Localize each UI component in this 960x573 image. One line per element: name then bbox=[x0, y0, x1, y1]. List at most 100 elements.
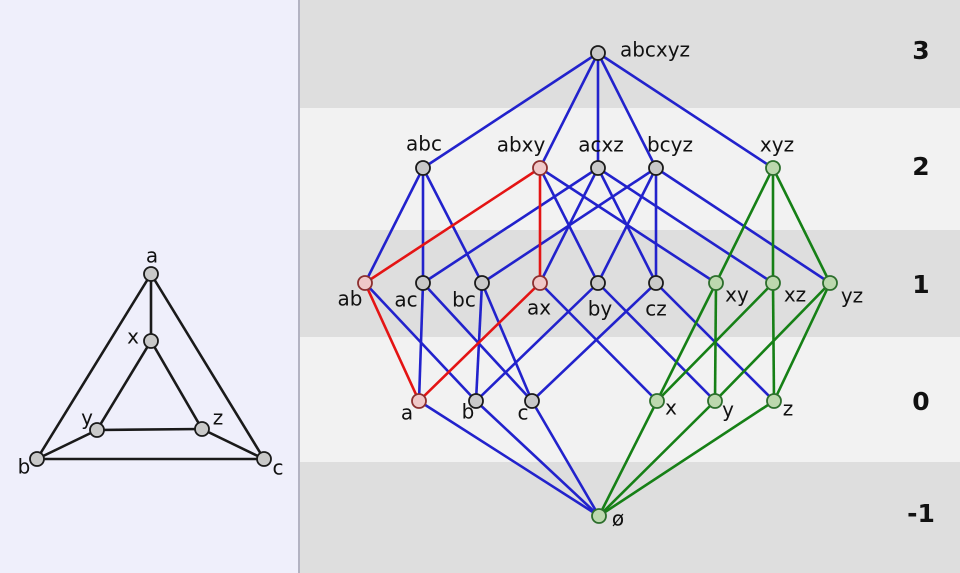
complex-node-y bbox=[89, 422, 105, 438]
complex-node-a bbox=[143, 266, 159, 282]
hasse-edge-ac-a bbox=[417, 282, 425, 402]
level-label-2: 2 bbox=[912, 152, 929, 181]
hasse-node-ax bbox=[532, 275, 548, 291]
hasse-node-bcyz bbox=[648, 160, 664, 176]
hasse-edge-abcxyz-abc bbox=[422, 51, 599, 170]
hasse-edge-yz-z bbox=[772, 282, 832, 402]
level-label-1: 1 bbox=[912, 270, 929, 299]
hasse-node-c bbox=[524, 393, 540, 409]
complex-label-c: c bbox=[273, 456, 284, 480]
hasse-edge-abcxyz-xyz bbox=[597, 51, 774, 170]
hasse-edge-z-empty bbox=[598, 399, 775, 518]
hasse-edge-acxz-ac bbox=[422, 166, 599, 285]
hasse-edge-bcyz-by bbox=[596, 167, 658, 284]
hasse-edge-bcyz-yz bbox=[655, 166, 831, 285]
level-label-0: 0 bbox=[912, 387, 929, 416]
complex-label-a: a bbox=[146, 244, 158, 268]
hasse-edge-c-empty bbox=[530, 400, 601, 517]
hasse-label-c: c bbox=[518, 401, 529, 425]
hasse-node-ab bbox=[357, 275, 373, 291]
hasse-node-ac bbox=[415, 275, 431, 291]
hasse-edge-ax-x bbox=[539, 282, 658, 402]
hasse-node-abc bbox=[415, 160, 431, 176]
hasse-label-cz: cz bbox=[645, 297, 667, 321]
hasse-node-y bbox=[707, 393, 723, 409]
hasse-edge-x-empty bbox=[597, 400, 659, 517]
hasse-node-by bbox=[590, 275, 606, 291]
hasse-label-a: a bbox=[401, 401, 413, 425]
complex-label-x: x bbox=[127, 325, 139, 349]
hasse-node-xz bbox=[765, 275, 781, 291]
hasse-edge-abxy-ab bbox=[364, 166, 541, 285]
hasse-edge-xyz-yz bbox=[771, 167, 832, 284]
complex-node-x bbox=[143, 333, 159, 349]
hasse-label-xy: xy bbox=[725, 283, 749, 307]
hasse-label-ax: ax bbox=[527, 296, 551, 320]
simplicial-complex-drawing: a x y z b c bbox=[0, 0, 298, 573]
hasse-edge-xz-x bbox=[656, 282, 774, 402]
hasse-edge-xy-x bbox=[655, 282, 718, 402]
hasse-edge-b-empty bbox=[475, 400, 600, 517]
complex-edge-by bbox=[36, 428, 98, 461]
hasse-edge-yz-y bbox=[714, 282, 831, 402]
hasse-edge-by-b bbox=[475, 282, 599, 402]
complex-edge-xz bbox=[149, 340, 204, 430]
complex-node-c bbox=[256, 451, 272, 467]
hasse-label-empty: ø bbox=[612, 507, 624, 531]
hasse-edge-ab-a bbox=[363, 282, 421, 402]
simplicial-complex-panel: a x y z b c bbox=[0, 0, 300, 573]
hasse-label-ac: ac bbox=[394, 288, 417, 312]
hasse-edge-a-empty bbox=[418, 399, 600, 518]
complex-node-b bbox=[29, 451, 45, 467]
hasse-label-x: x bbox=[665, 396, 677, 420]
hasse-label-abc: abc bbox=[406, 132, 442, 156]
hasse-label-abcxyz: abcxyz bbox=[620, 38, 690, 62]
hasse-label-bc: bc bbox=[452, 288, 476, 312]
hasse-edge-abcxyz-abxy bbox=[538, 52, 600, 169]
hasse-label-acxz: acxz bbox=[578, 133, 624, 157]
level-label-3: 3 bbox=[912, 36, 929, 65]
hasse-node-empty bbox=[591, 508, 607, 524]
hasse-node-xy bbox=[708, 275, 724, 291]
complex-label-y: y bbox=[81, 406, 93, 430]
level-label--1: -1 bbox=[907, 499, 935, 528]
level-band-1 bbox=[300, 230, 960, 337]
hasse-edge-y-empty bbox=[598, 400, 716, 517]
hasse-node-xyz bbox=[765, 160, 781, 176]
complex-edge-cz bbox=[201, 427, 265, 461]
complex-edge-ac bbox=[149, 273, 266, 460]
level-band-2 bbox=[300, 108, 960, 230]
complex-edge-xy bbox=[95, 340, 153, 431]
hasse-node-z bbox=[766, 393, 782, 409]
hasse-node-yz bbox=[822, 275, 838, 291]
hasse-edge-cz-c bbox=[531, 282, 657, 402]
complex-node-z bbox=[194, 421, 210, 437]
level-band--1 bbox=[300, 462, 960, 573]
hasse-node-cz bbox=[648, 275, 664, 291]
hasse-label-bcyz: bcyz bbox=[647, 133, 693, 157]
hasse-label-b: b bbox=[462, 400, 475, 424]
hasse-edge-abcxyz-bcyz bbox=[596, 52, 658, 169]
hasse-label-by: by bbox=[588, 297, 613, 321]
hasse-node-x bbox=[649, 393, 665, 409]
complex-label-z: z bbox=[213, 406, 224, 430]
hasse-label-z: z bbox=[783, 397, 794, 421]
hasse-label-yz: yz bbox=[841, 284, 863, 308]
complex-edge-yz bbox=[96, 427, 203, 432]
hasse-edge-by-y bbox=[597, 282, 716, 402]
hasse-label-xyz: xyz bbox=[760, 133, 794, 157]
hasse-edge-bcyz-bc bbox=[481, 166, 657, 285]
hasse-label-y: y bbox=[722, 398, 734, 422]
hasse-edge-bc-c bbox=[480, 282, 534, 402]
complex-edge-ab bbox=[35, 273, 153, 460]
level-band-3 bbox=[300, 0, 960, 108]
complex-label-b: b bbox=[18, 455, 31, 479]
hasse-node-abxy bbox=[532, 160, 548, 176]
hasse-label-ab: ab bbox=[338, 287, 363, 311]
hasse-edge-abc-ab bbox=[363, 167, 425, 284]
hasse-edge-ac-c bbox=[422, 282, 533, 402]
hasse-label-abxy: abxy bbox=[497, 133, 546, 157]
hasse-edge-ax-a bbox=[418, 282, 541, 402]
